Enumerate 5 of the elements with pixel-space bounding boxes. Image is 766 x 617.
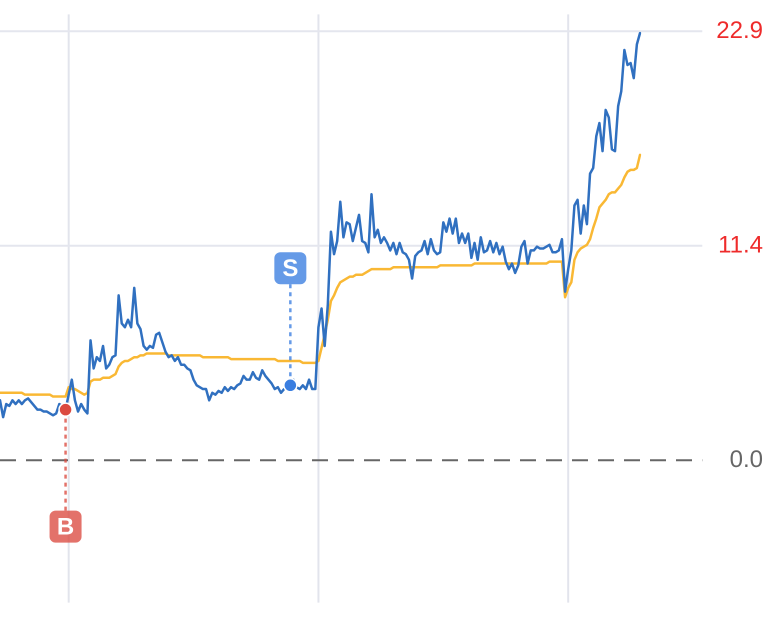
- y-tick-label: 0.0: [730, 446, 763, 473]
- y-tick-label: 22.9: [716, 16, 763, 44]
- y-tick-label: 11.4: [718, 231, 763, 258]
- data-label: S: [282, 254, 298, 282]
- data-label: B: [56, 513, 74, 540]
